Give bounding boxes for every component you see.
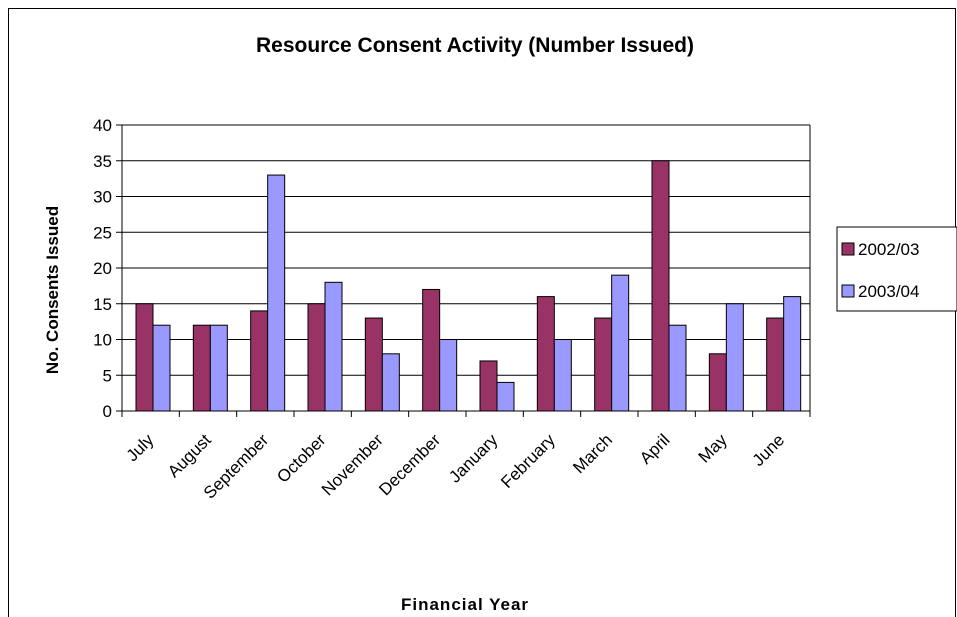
- bar-2003-04-september: [267, 174, 286, 412]
- y-tick-label: 10: [93, 331, 112, 350]
- y-tick-label: 5: [103, 366, 112, 385]
- bar-2003-04-february: [553, 339, 572, 412]
- bar-2003-04-january: [496, 381, 515, 412]
- legend-label-2002-03: 2002/03: [858, 240, 919, 259]
- bar-2003-04-march: [611, 274, 630, 412]
- x-tick-label: June: [749, 430, 789, 470]
- bar-2002-03-november: [364, 317, 383, 412]
- bar-2003-04-may: [725, 303, 744, 412]
- y-tick-label: 30: [93, 188, 112, 207]
- y-tick-label: 25: [93, 223, 112, 242]
- bar-2003-04-july: [152, 324, 171, 412]
- bar-2002-03-january: [479, 360, 498, 412]
- x-tick-label: August: [164, 430, 215, 481]
- bar-2002-03-august: [192, 324, 211, 412]
- y-axis-title: No. Consents Issued: [43, 206, 62, 374]
- x-tick-label: April: [636, 430, 673, 467]
- bar-2003-04-june: [783, 296, 802, 412]
- bar-2003-04-december: [439, 339, 458, 412]
- bar-2002-03-may: [708, 353, 727, 412]
- gridlines: [122, 124, 810, 376]
- legend-box: [836, 226, 957, 312]
- bar-2002-03-february: [536, 296, 555, 412]
- bar-2002-03-september: [250, 310, 269, 412]
- y-tick-label: 20: [93, 259, 112, 278]
- x-tick-label: November: [318, 430, 387, 499]
- axes: [116, 124, 811, 417]
- x-tick-label: December: [375, 430, 444, 499]
- y-tick-labels: 0 5 10 15 20 25 30 35 40: [93, 116, 112, 421]
- x-axis-title: Financial Year: [401, 595, 529, 614]
- y-tick-label: 35: [93, 152, 112, 171]
- x-tick-label: January: [445, 430, 502, 487]
- bars: [135, 160, 802, 412]
- bar-2002-03-march: [594, 317, 613, 412]
- x-tick-label: May: [695, 430, 731, 466]
- x-tick-label: July: [123, 430, 158, 465]
- bar-2003-04-november: [381, 353, 400, 412]
- legend-swatch-2003-04: [841, 284, 855, 298]
- x-tick-label: February: [497, 430, 559, 492]
- y-tick-label: 15: [93, 295, 112, 314]
- y-tick-label: 40: [93, 116, 112, 135]
- bar-2002-03-april: [651, 160, 670, 412]
- x-tick-label: October: [273, 430, 329, 486]
- x-tick-label: March: [569, 430, 616, 477]
- bar-2002-03-december: [422, 288, 441, 412]
- chart-title: Resource Consent Activity (Number Issued…: [256, 34, 694, 57]
- legend-swatch-2002-03: [841, 242, 855, 256]
- bar-2003-04-august: [209, 324, 228, 412]
- bar-2002-03-june: [766, 317, 785, 412]
- bar-2003-04-april: [668, 324, 687, 412]
- y-tick-label: 0: [103, 402, 112, 421]
- bar-2002-03-july: [135, 303, 154, 412]
- legend: 2002/03 2003/04: [836, 226, 957, 312]
- bar-2003-04-october: [324, 281, 343, 412]
- bar-2002-03-october: [307, 303, 326, 412]
- legend-label-2003-04: 2003/04: [858, 282, 919, 301]
